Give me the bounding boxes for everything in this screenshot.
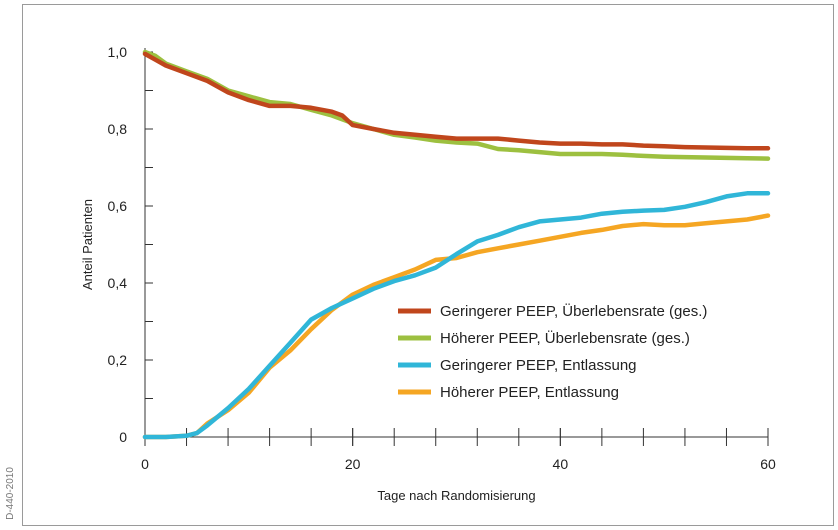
- series-line-4: [142, 213, 771, 440]
- ticks: 0 0,2 0,4 0,6 0,8 1,0 0 20 40 60: [108, 44, 776, 472]
- legend-label: Geringerer PEEP, Entlassung: [440, 357, 637, 374]
- series-layer: [142, 49, 771, 440]
- x-tick-label: 40: [553, 456, 569, 472]
- x-tick-label: 0: [141, 456, 149, 472]
- y-tick-label: 0,6: [108, 198, 128, 214]
- y-axis-title: Anteil Patienten: [80, 199, 95, 290]
- series-line-1: [142, 51, 771, 151]
- y-tick-label: 0,8: [108, 121, 128, 137]
- series-line-2: [142, 49, 771, 161]
- y-tick-label: 0,4: [108, 275, 128, 291]
- series-line-3: [142, 191, 771, 440]
- legend: Geringerer PEEP, Überlebensrate (ges.) Hö…: [398, 302, 707, 401]
- x-tick-label: 60: [760, 456, 776, 472]
- y-tick-label: 1,0: [108, 44, 128, 60]
- legend-label: Höherer PEEP, Überlebensrate (ges.): [440, 329, 690, 347]
- axes: [144, 48, 768, 438]
- legend-label: Höherer PEEP, Entlassung: [440, 384, 619, 401]
- y-tick-label: 0,2: [108, 352, 128, 368]
- y-tick-label: 0: [119, 429, 127, 445]
- x-axis-title: Tage nach Randomisierung: [377, 488, 535, 503]
- x-tick-label: 20: [345, 456, 361, 472]
- legend-label: Geringerer PEEP, Überlebensrate (ges.): [440, 302, 707, 320]
